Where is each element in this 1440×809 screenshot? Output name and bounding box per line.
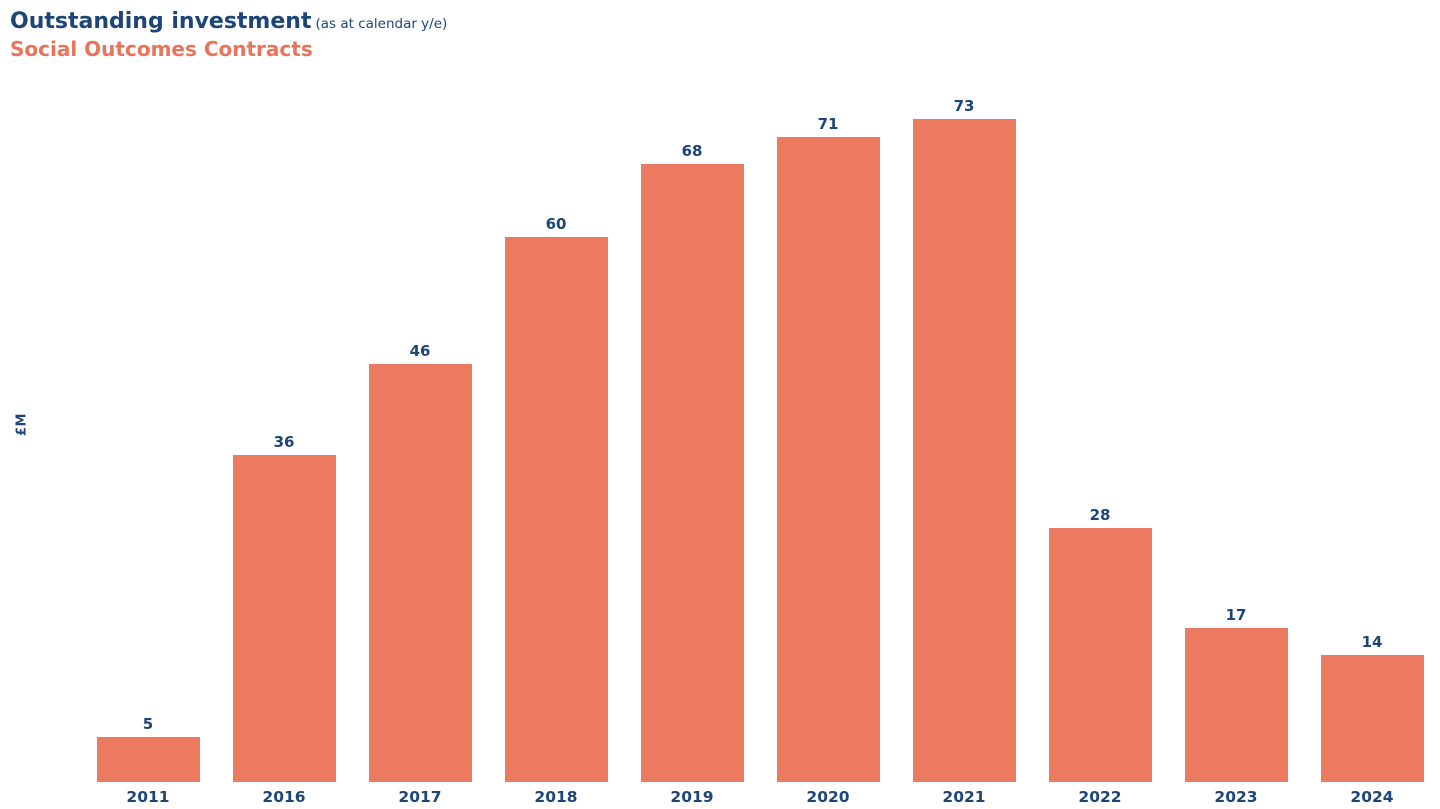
bar-value-label: 17 [1225, 606, 1247, 624]
x-axis-tick-label: 2022 [1078, 787, 1122, 806]
bar [232, 455, 336, 782]
chart-title-suffix: (as at calendar y/e) [315, 16, 448, 32]
x-axis-tick-label: 2023 [1214, 787, 1258, 806]
bar-column: 14 [1304, 82, 1440, 782]
bar-value-label: 5 [142, 715, 154, 733]
bar-value-label: 73 [953, 97, 975, 115]
bar-column: 17 [1168, 82, 1304, 782]
bar-column: 68 [624, 82, 760, 782]
bar [368, 364, 472, 782]
chart-title: Outstanding investment [10, 9, 312, 34]
bar [912, 119, 1016, 782]
x-axis-tick-label: 2011 [126, 787, 170, 806]
x-axis-tick-label: 2024 [1350, 787, 1394, 806]
bar-value-label: 36 [273, 433, 295, 451]
x-axis-labels: 2011 2016 2017 2018 2019 2020 2021 2022 2023 2024 [80, 787, 1440, 807]
x-axis-tick-label: 2016 [262, 787, 306, 806]
bar-column: 5 [80, 82, 216, 782]
x-axis-tick-label: 2017 [398, 787, 442, 806]
x-axis-tick-label: 2018 [534, 787, 578, 806]
bar-value-label: 60 [545, 215, 567, 233]
bar [1320, 655, 1424, 782]
x-axis-tick-label: 2021 [942, 787, 986, 806]
bar [96, 737, 200, 782]
bar-chart-plot-area: 5 36 46 60 68 71 73 28 17 14 [80, 82, 1440, 782]
chart-header: Outstanding investment (as at calendar y/… [10, 8, 447, 62]
bar-value-label: 68 [681, 142, 703, 160]
bar-value-label: 14 [1361, 633, 1383, 651]
chart-title-line: Outstanding investment (as at calendar y/… [10, 8, 447, 36]
bar-column: 73 [896, 82, 1032, 782]
bar-value-label: 46 [409, 342, 431, 360]
bar-column: 28 [1032, 82, 1168, 782]
bar-column: 71 [760, 82, 896, 782]
bar [504, 237, 608, 782]
bar-value-label: 28 [1089, 506, 1111, 524]
bar [640, 164, 744, 782]
bar [1048, 528, 1152, 782]
bar-column: 60 [488, 82, 624, 782]
bar-column: 46 [352, 82, 488, 782]
bar [1184, 628, 1288, 782]
bar-value-label: 71 [817, 115, 839, 133]
bar [776, 137, 880, 782]
x-axis-tick-label: 2019 [670, 787, 714, 806]
chart-subtitle: Social Outcomes Contracts [10, 36, 313, 61]
bar-column: 36 [216, 82, 352, 782]
x-axis-tick-label: 2020 [806, 787, 850, 806]
y-axis-label: £M [14, 413, 30, 436]
